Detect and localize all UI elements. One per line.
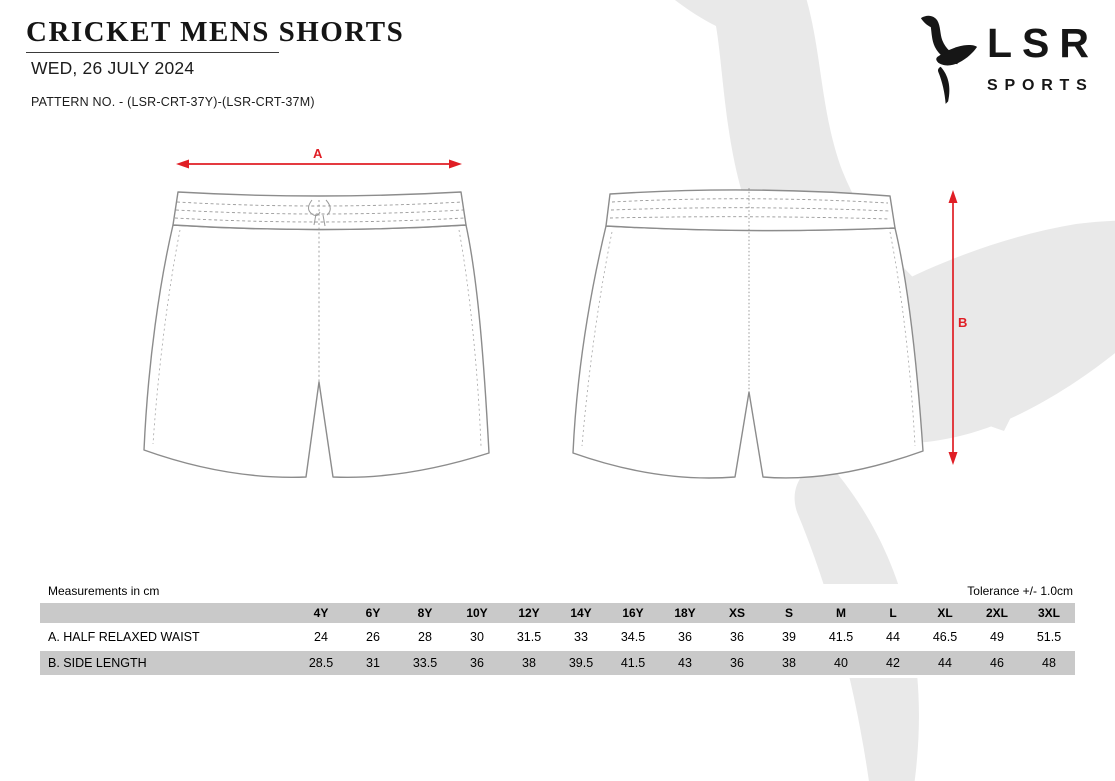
page-title: CRICKET MENS SHORTS bbox=[26, 16, 405, 48]
length-arrow-b bbox=[948, 190, 958, 465]
unit-note: Measurements in cm bbox=[48, 584, 160, 598]
size-value-cell: 41.5 bbox=[607, 651, 659, 675]
measure-b-label: B bbox=[958, 315, 968, 330]
width-arrow-a bbox=[176, 159, 462, 169]
size-header-cell: XL bbox=[919, 603, 971, 623]
size-value-cell: 31 bbox=[347, 651, 399, 675]
size-value-cell: 36 bbox=[659, 626, 711, 648]
size-value-cell: 33 bbox=[555, 626, 607, 648]
measure-a-label: A bbox=[313, 146, 323, 161]
size-value-cell: 46.5 bbox=[919, 626, 971, 648]
size-header-cell: 16Y bbox=[607, 603, 659, 623]
size-header-cell: 18Y bbox=[659, 603, 711, 623]
size-value-cell: 33.5 bbox=[399, 651, 451, 675]
row-label: B. SIDE LENGTH bbox=[40, 651, 295, 675]
size-value-cell: 43 bbox=[659, 651, 711, 675]
date-text: WED, 26 JULY 2024 bbox=[31, 58, 195, 78]
size-header-cell: XS bbox=[711, 603, 763, 623]
size-header-cell: S bbox=[763, 603, 815, 623]
size-value-cell: 42 bbox=[867, 651, 919, 675]
size-value-cell: 24 bbox=[295, 626, 347, 648]
size-header-cell: 12Y bbox=[503, 603, 555, 623]
size-header-cell: M bbox=[815, 603, 867, 623]
size-value-cell: 44 bbox=[919, 651, 971, 675]
shorts-front-drawing bbox=[143, 191, 490, 478]
size-header-cell: 10Y bbox=[451, 603, 503, 623]
size-header-cell: 2XL bbox=[971, 603, 1023, 623]
size-value-cell: 26 bbox=[347, 626, 399, 648]
size-value-cell: 40 bbox=[815, 651, 867, 675]
size-header-cell: 6Y bbox=[347, 603, 399, 623]
size-header-empty-cell bbox=[40, 603, 295, 623]
shorts-back-drawing bbox=[572, 188, 924, 479]
logo-text: LSR SPORTS bbox=[987, 15, 1099, 95]
size-header-cell: 8Y bbox=[399, 603, 451, 623]
tolerance-note: Tolerance +/- 1.0cm bbox=[967, 584, 1073, 598]
size-value-cell: 36 bbox=[711, 651, 763, 675]
size-value-cell: 28 bbox=[399, 626, 451, 648]
size-value-cell: 38 bbox=[503, 651, 555, 675]
size-value-cell: 34.5 bbox=[607, 626, 659, 648]
size-header-cell: 3XL bbox=[1023, 603, 1075, 623]
size-value-cell: 39.5 bbox=[555, 651, 607, 675]
pattern-number: PATTERN NO. - (LSR-CRT-37Y)-(LSR-CRT-37M… bbox=[31, 95, 315, 109]
table-row-half-relaxed-waist: A. HALF RELAXED WAIST 24 26 28 30 31.5 3… bbox=[40, 626, 1075, 648]
size-value-cell: 51.5 bbox=[1023, 626, 1075, 648]
logo-subtitle: SPORTS bbox=[987, 77, 1094, 94]
size-value-cell: 31.5 bbox=[503, 626, 555, 648]
size-header-cell: 14Y bbox=[555, 603, 607, 623]
title-underline bbox=[26, 52, 279, 53]
size-value-cell: 28.5 bbox=[295, 651, 347, 675]
size-value-cell: 36 bbox=[451, 651, 503, 675]
table-notes: Measurements in cm Tolerance +/- 1.0cm bbox=[40, 584, 1075, 598]
size-header-cell: L bbox=[867, 603, 919, 623]
logo-name: LSR bbox=[987, 20, 1099, 66]
table-row-side-length: B. SIDE LENGTH 28.5 31 33.5 36 38 39.5 4… bbox=[40, 651, 1075, 675]
size-value-cell: 49 bbox=[971, 626, 1023, 648]
size-value-cell: 44 bbox=[867, 626, 919, 648]
size-value-cell: 39 bbox=[763, 626, 815, 648]
size-value-cell: 36 bbox=[711, 626, 763, 648]
size-value-cell: 41.5 bbox=[815, 626, 867, 648]
brand-logo: LSR SPORTS bbox=[911, 15, 1099, 107]
row-label: A. HALF RELAXED WAIST bbox=[40, 626, 295, 648]
size-value-cell: 38 bbox=[763, 651, 815, 675]
logo-bird-icon bbox=[920, 15, 977, 104]
size-table: 4Y 6Y 8Y 10Y 12Y 14Y 16Y 18Y XS S M L XL… bbox=[40, 600, 1075, 678]
size-value-cell: 48 bbox=[1023, 651, 1075, 675]
size-table-section: Measurements in cm Tolerance +/- 1.0cm 4… bbox=[40, 584, 1075, 678]
size-header-cell: 4Y bbox=[295, 603, 347, 623]
size-value-cell: 46 bbox=[971, 651, 1023, 675]
size-value-cell: 30 bbox=[451, 626, 503, 648]
size-header-row: 4Y 6Y 8Y 10Y 12Y 14Y 16Y 18Y XS S M L XL… bbox=[40, 603, 1075, 623]
